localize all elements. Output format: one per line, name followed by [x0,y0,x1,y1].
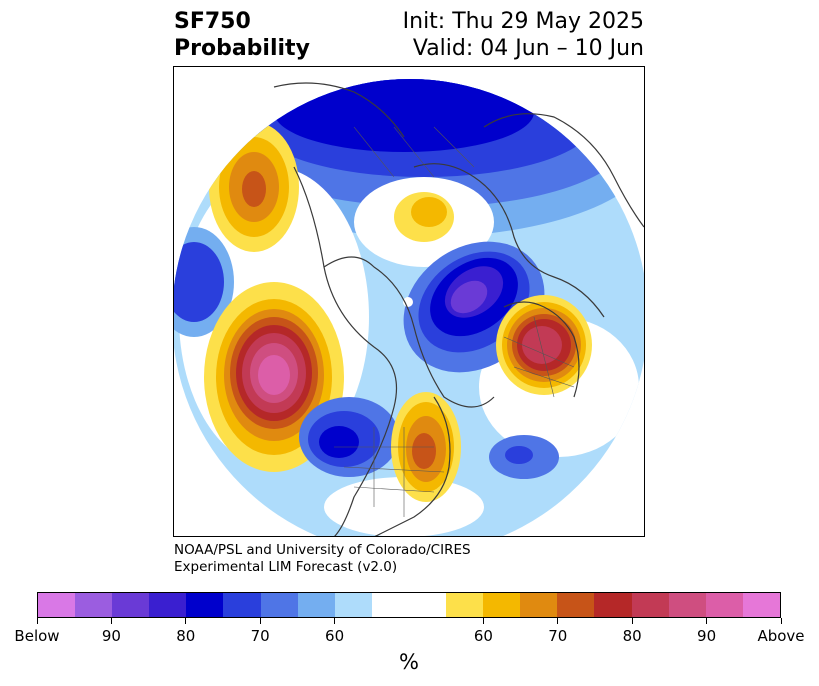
colorbar-unit: % [399,650,419,674]
colorbar-tick-label: 70 [250,627,270,645]
map-canvas [174,79,644,536]
forecast-dates: Init: Thu 29 May 2025 Valid: 04 Jun – 10… [403,8,644,62]
colorbar-tick [259,618,261,624]
colorbar-tick-label: 60 [473,627,493,645]
forecast-field [174,79,644,536]
colorbar-tick-label: Above [757,627,805,645]
colorbar-segment [557,593,595,617]
colorbar-segment [742,593,780,617]
colorbar-segment [520,593,558,617]
colorbar-segment [38,593,76,617]
colorbar-segment [705,593,743,617]
probability-map [173,66,645,537]
colorbar-tick [631,618,633,624]
colorbar-segment [446,593,484,617]
colorbar-tick-label: 90 [101,627,121,645]
colorbar-tick-label: 80 [176,627,196,645]
colorbar-tick-label: 80 [622,627,642,645]
colorbar-tick [706,618,708,624]
colorbar-tick [36,618,38,624]
colorbar [37,592,781,618]
credit-line-1: NOAA/PSL and University of Colorado/CIRE… [174,542,471,558]
title-line-2: Probability [174,36,310,61]
colorbar-tick [482,618,484,624]
credit-text: NOAA/PSL and University of Colorado/CIRE… [174,542,471,576]
title-line-1: SF750 [174,9,251,34]
colorbar-segment [594,593,632,617]
colorbar-segment [483,593,521,617]
coastlines [273,82,644,536]
colorbar-tick [110,618,112,624]
colorbar-segment [260,593,298,617]
chart-title: SF750 Probability [174,8,310,62]
colorbar-tick [185,618,187,624]
colorbar-segment [371,593,447,617]
colorbar-segment [75,593,113,617]
valid-range: Valid: 04 Jun – 10 Jun [412,36,644,61]
colorbar-segment [668,593,706,617]
colorbar-segment [149,593,187,617]
init-date: Init: Thu 29 May 2025 [402,9,644,34]
colorbar-segment [186,593,224,617]
colorbar-segment [631,593,669,617]
colorbar-segment [297,593,335,617]
credit-line-2: Experimental LIM Forecast (v2.0) [174,559,398,575]
colorbar-segment [112,593,150,617]
colorbar-tick-label: Below [14,627,60,645]
colorbar-tick-label: 60 [325,627,345,645]
borders [334,126,575,517]
colorbar-tick [557,618,559,624]
colorbar-tick [334,618,336,624]
colorbar-tick [780,618,782,624]
colorbar-tick-label: 70 [548,627,568,645]
colorbar-segment [334,593,372,617]
colorbar-tick-label: 90 [697,627,717,645]
colorbar-segment [223,593,261,617]
